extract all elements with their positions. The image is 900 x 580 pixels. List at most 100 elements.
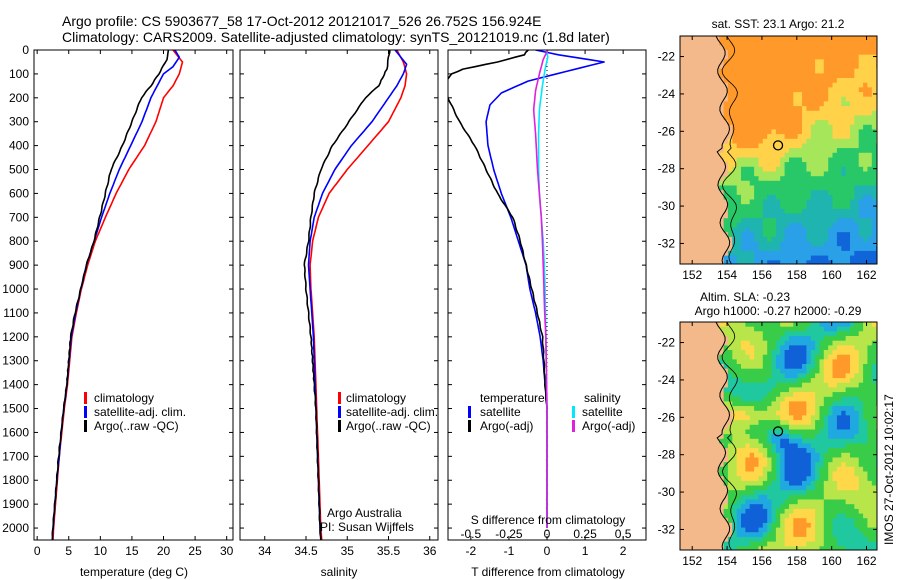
map-cell bbox=[854, 401, 860, 407]
map-cell bbox=[741, 129, 746, 135]
map-cell bbox=[793, 340, 799, 346]
legend-swatch-climatology bbox=[84, 392, 87, 404]
map-cell bbox=[710, 546, 716, 550]
map-cell bbox=[806, 129, 812, 135]
map-cell bbox=[727, 378, 733, 384]
map-cell bbox=[867, 129, 873, 135]
map-cell bbox=[810, 387, 816, 393]
map-cell bbox=[823, 424, 829, 431]
map-cell bbox=[754, 152, 760, 159]
map-cell bbox=[836, 54, 842, 60]
map-cell bbox=[793, 354, 799, 360]
map-cell bbox=[762, 166, 768, 173]
legend-label-argo: Argo(..raw -QC) bbox=[94, 419, 179, 433]
map-cell bbox=[754, 504, 760, 510]
map-cell bbox=[858, 368, 864, 374]
map-cell bbox=[762, 78, 768, 84]
map-cell bbox=[789, 354, 794, 360]
map-cell bbox=[784, 518, 790, 524]
y-tick-label: 100 bbox=[9, 67, 29, 81]
map-cell bbox=[727, 368, 733, 374]
map-cell bbox=[684, 326, 690, 332]
map-cell bbox=[701, 340, 707, 346]
map-cell bbox=[832, 471, 838, 477]
map-cell bbox=[815, 354, 821, 360]
map-cell bbox=[771, 40, 777, 46]
map-cell bbox=[710, 387, 716, 393]
map-cell bbox=[767, 218, 773, 224]
map-cell bbox=[815, 227, 821, 233]
map-cell bbox=[780, 246, 786, 252]
map-cell bbox=[727, 513, 733, 519]
map-cell bbox=[745, 166, 751, 173]
map-cell bbox=[850, 340, 855, 346]
map-cell bbox=[680, 546, 685, 550]
map-cell bbox=[867, 499, 873, 505]
map-cell bbox=[732, 326, 738, 332]
map-cell bbox=[854, 87, 860, 93]
map-cell bbox=[684, 429, 690, 435]
y-tick-label: 1100 bbox=[3, 306, 29, 320]
map-cell bbox=[806, 236, 812, 243]
map-cell bbox=[775, 204, 781, 210]
map-cell bbox=[745, 199, 751, 205]
map-cell bbox=[867, 45, 873, 51]
map-cell bbox=[832, 513, 838, 519]
map-cell bbox=[797, 143, 803, 149]
map-cell bbox=[754, 424, 760, 431]
map-cell bbox=[745, 73, 751, 79]
map-cell bbox=[771, 255, 777, 261]
map-cell bbox=[850, 218, 855, 224]
map-cell bbox=[836, 522, 842, 529]
map-cell bbox=[736, 368, 742, 374]
map-cell bbox=[806, 166, 812, 173]
map-cell bbox=[850, 513, 855, 519]
map-cell bbox=[828, 536, 834, 543]
map-cell bbox=[723, 101, 729, 107]
map-cell bbox=[858, 40, 864, 46]
map-cell bbox=[850, 45, 855, 51]
map-cell bbox=[732, 40, 738, 46]
map-cell bbox=[789, 213, 794, 219]
map-cell bbox=[771, 350, 777, 356]
map-cell bbox=[815, 190, 821, 196]
map-cell bbox=[710, 527, 716, 533]
map-cell bbox=[762, 471, 768, 477]
map-cell bbox=[793, 120, 799, 126]
map-cell bbox=[697, 373, 703, 379]
map-cell bbox=[797, 401, 803, 407]
map-cell bbox=[863, 96, 869, 102]
map-cell bbox=[789, 536, 794, 543]
map-cell bbox=[719, 204, 725, 210]
map-cell bbox=[719, 392, 725, 398]
map-cell bbox=[714, 78, 720, 84]
map-cell bbox=[775, 218, 781, 224]
map-cell bbox=[758, 457, 764, 463]
map-cell bbox=[854, 124, 860, 131]
map-cell bbox=[828, 518, 834, 524]
map-cell bbox=[680, 476, 685, 482]
map-cell bbox=[810, 471, 816, 477]
map-cell bbox=[841, 471, 847, 477]
legend-swatch-satellite bbox=[338, 406, 341, 418]
map-cell bbox=[749, 36, 755, 42]
map-cell bbox=[741, 250, 746, 257]
map-cell bbox=[749, 527, 755, 533]
map-cell bbox=[723, 541, 729, 547]
map-cell bbox=[706, 541, 712, 547]
map-cell bbox=[710, 513, 716, 519]
map-cell bbox=[767, 354, 773, 360]
map-cell bbox=[802, 438, 807, 445]
map-cell bbox=[701, 92, 707, 98]
map-cell bbox=[775, 96, 781, 102]
map-cell bbox=[819, 326, 825, 332]
map-cell bbox=[710, 64, 716, 70]
map-cell bbox=[754, 438, 760, 445]
map-cell bbox=[758, 171, 764, 177]
map-cell bbox=[871, 424, 877, 431]
map-cell bbox=[697, 532, 703, 538]
legend-title-temperature: temperature bbox=[480, 391, 545, 405]
map-cell bbox=[723, 452, 729, 459]
map-cell bbox=[775, 59, 781, 65]
map-cell bbox=[802, 387, 807, 393]
